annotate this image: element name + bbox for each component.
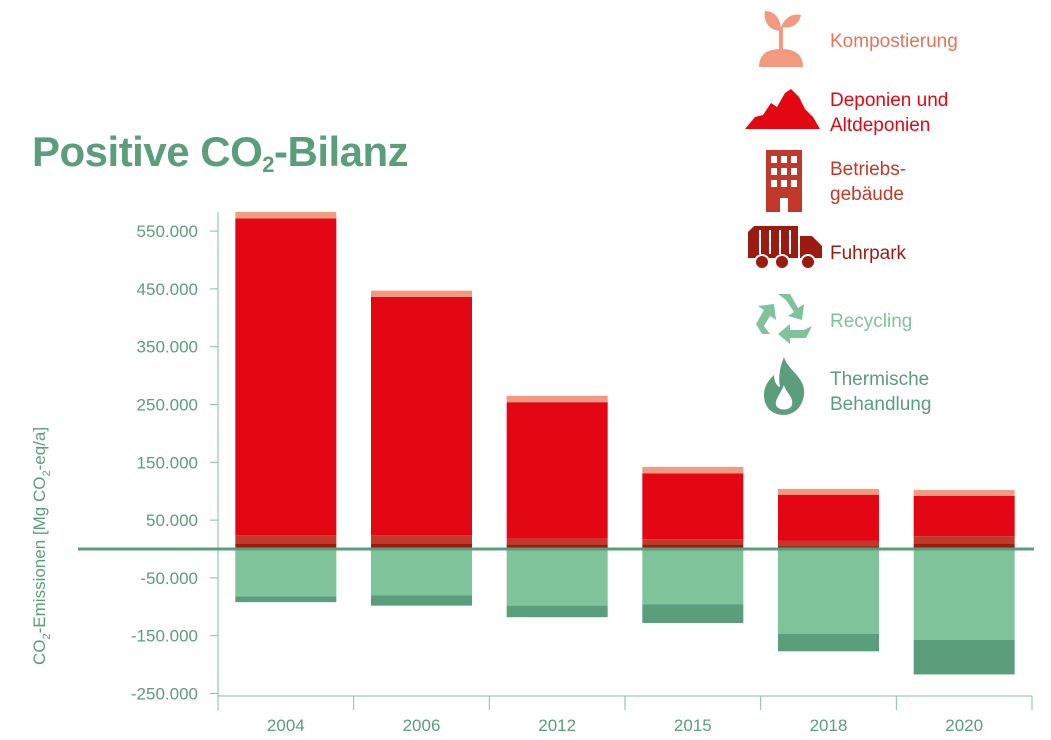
bar-deponien-und-altdeponien-2006 (371, 296, 472, 536)
x-tick-label: 2018 (810, 716, 848, 735)
x-tick-label: 2020 (945, 716, 983, 735)
y-tick-label: -150.000 (131, 627, 198, 646)
bar-recycling-2018 (778, 549, 879, 634)
bars-layer (235, 212, 1015, 675)
bar-recycling-2020 (913, 549, 1015, 640)
bar-betriebsgeb-ude-2015 (642, 539, 744, 545)
x-tick-label: 2006 (403, 716, 441, 735)
bar-fuhrpark-2004 (235, 543, 337, 549)
legend-label-kompostierung: Kompostierung (830, 31, 958, 52)
x-tick-label: 2012 (538, 716, 576, 735)
bar-thermische-behandlung-2012 (506, 605, 608, 618)
bar-thermische-behandlung-2004 (235, 596, 337, 603)
bar-betriebsgeb-ude-2006 (371, 535, 472, 544)
y-tick-label: 350.000 (137, 338, 198, 357)
bar-kompostierung-2012 (506, 395, 608, 403)
bar-kompostierung-2020 (913, 490, 1015, 496)
bar-deponien-und-altdeponien-2004 (235, 218, 337, 536)
bar-deponien-und-altdeponien-2012 (506, 402, 608, 539)
legend-label-recycling: Recycling (830, 311, 913, 332)
landfill-mound-icon (745, 85, 820, 136)
sprout-icon (755, 5, 807, 75)
chart-title: Positive CO2-Bilanz (32, 128, 409, 177)
bar-fuhrpark-2015 (642, 544, 744, 549)
axes (210, 212, 1033, 711)
legend-label-betriebsgebaeude: Betriebs-gebäude (830, 159, 907, 205)
building-icon (766, 150, 802, 217)
y-tick-label: 150.000 (137, 453, 198, 472)
bar-deponien-und-altdeponien-2018 (778, 494, 879, 541)
bar-deponien-und-altdeponien-2020 (913, 495, 1015, 537)
x-tick-label: 2004 (267, 716, 305, 735)
legend-label-thermische-behandlung: Thermische Behandlung (830, 369, 932, 415)
bar-fuhrpark-2006 (371, 543, 472, 549)
bar-kompostierung-2015 (642, 466, 744, 474)
bar-kompostierung-2006 (371, 290, 472, 297)
bar-fuhrpark-2012 (506, 544, 608, 549)
y-tick-label: 550.000 (137, 222, 198, 241)
bar-deponien-und-altdeponien-2015 (642, 473, 744, 540)
bar-recycling-2012 (506, 549, 608, 606)
bar-betriebsgeb-ude-2012 (506, 538, 608, 545)
axis-layer: -250.000 -150.000 -50.000 50.000 150.000 250.… (78, 222, 1034, 735)
bar-kompostierung-2018 (778, 488, 879, 495)
bar-recycling-2015 (642, 549, 744, 605)
bar-betriebsgeb-ude-2004 (235, 535, 337, 544)
y-tick-label: -250.000 (131, 685, 198, 704)
y-tick-label: -50.000 (140, 569, 198, 588)
legend-label-deponien: Deponien und Altdeponien (830, 90, 949, 136)
y-tick-label: 50.000 (146, 511, 198, 530)
legend-label-fuhrpark: Fuhrpark (830, 243, 907, 264)
bar-recycling-2004 (235, 549, 337, 597)
bar-thermische-behandlung-2015 (642, 604, 744, 623)
bar-thermische-behandlung-2006 (371, 595, 472, 606)
bar-thermische-behandlung-2018 (778, 633, 879, 652)
bar-thermische-behandlung-2020 (913, 639, 1015, 675)
flame-icon (762, 357, 806, 420)
bar-kompostierung-2004 (235, 212, 337, 219)
recycling-icon (756, 290, 818, 351)
bar-fuhrpark-2020 (913, 543, 1015, 549)
y-tick-label: 450.000 (137, 280, 198, 299)
y-axis-label: CO2-Emissionen [Mg CO2-eq/a] (30, 427, 53, 665)
garbage-truck-icon (748, 226, 822, 275)
x-tick-label: 2015 (674, 716, 712, 735)
bar-betriebsgeb-ude-2018 (778, 540, 879, 547)
bar-recycling-2006 (371, 549, 472, 596)
y-tick-label: 250.000 (137, 396, 198, 415)
bar-betriebsgeb-ude-2020 (913, 536, 1015, 544)
